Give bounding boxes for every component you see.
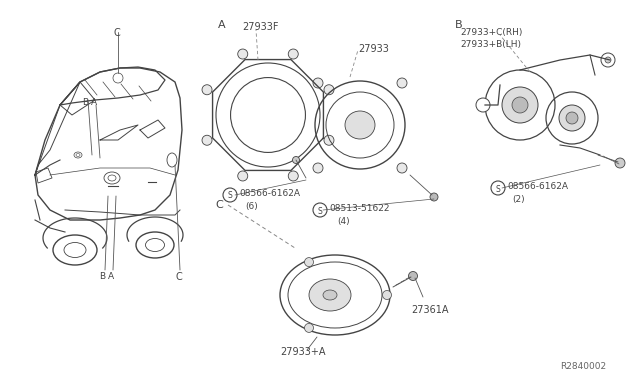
Text: 08566-6162A: 08566-6162A (507, 182, 568, 191)
Circle shape (397, 78, 407, 88)
Circle shape (288, 49, 298, 59)
Text: S: S (317, 206, 323, 215)
Circle shape (408, 272, 417, 280)
Circle shape (430, 193, 438, 201)
Text: 27933+B(LH): 27933+B(LH) (460, 40, 521, 49)
Ellipse shape (309, 279, 351, 311)
Circle shape (237, 49, 248, 59)
Text: S: S (495, 185, 500, 193)
Text: 08513-51622: 08513-51622 (329, 204, 390, 213)
Text: 27933+A: 27933+A (280, 347, 326, 357)
Circle shape (288, 171, 298, 181)
Circle shape (324, 85, 334, 95)
Circle shape (223, 188, 237, 202)
Ellipse shape (345, 111, 375, 139)
Circle shape (313, 163, 323, 173)
Text: A: A (91, 98, 97, 107)
Circle shape (237, 171, 248, 181)
Circle shape (202, 85, 212, 95)
Circle shape (615, 158, 625, 168)
Text: C: C (215, 200, 223, 210)
Circle shape (313, 203, 327, 217)
Circle shape (292, 157, 300, 164)
Circle shape (502, 87, 538, 123)
Circle shape (512, 97, 528, 113)
Text: A: A (218, 20, 226, 30)
Text: R2840002: R2840002 (560, 362, 606, 371)
Text: B: B (455, 20, 463, 30)
Text: S: S (228, 192, 232, 201)
Circle shape (566, 112, 578, 124)
Circle shape (305, 323, 314, 333)
Text: 27361A: 27361A (411, 305, 449, 315)
Text: 27933F: 27933F (242, 22, 278, 32)
Text: B: B (82, 98, 88, 107)
Circle shape (202, 135, 212, 145)
Circle shape (313, 78, 323, 88)
Text: C: C (114, 28, 121, 38)
Circle shape (383, 291, 392, 299)
Text: 08566-6162A: 08566-6162A (239, 189, 300, 198)
Circle shape (324, 135, 334, 145)
Circle shape (397, 163, 407, 173)
Circle shape (491, 181, 505, 195)
Text: (2): (2) (512, 195, 525, 204)
Text: (6): (6) (245, 202, 258, 211)
Text: 27933+C(RH): 27933+C(RH) (460, 28, 522, 37)
Circle shape (559, 105, 585, 131)
Text: A: A (108, 272, 114, 281)
Text: B: B (99, 272, 105, 281)
Circle shape (601, 53, 615, 67)
Ellipse shape (323, 290, 337, 300)
Text: C: C (175, 272, 182, 282)
Text: (4): (4) (337, 217, 349, 226)
Text: 27933: 27933 (358, 44, 389, 54)
Circle shape (476, 98, 490, 112)
Circle shape (605, 57, 611, 63)
Circle shape (305, 257, 314, 267)
